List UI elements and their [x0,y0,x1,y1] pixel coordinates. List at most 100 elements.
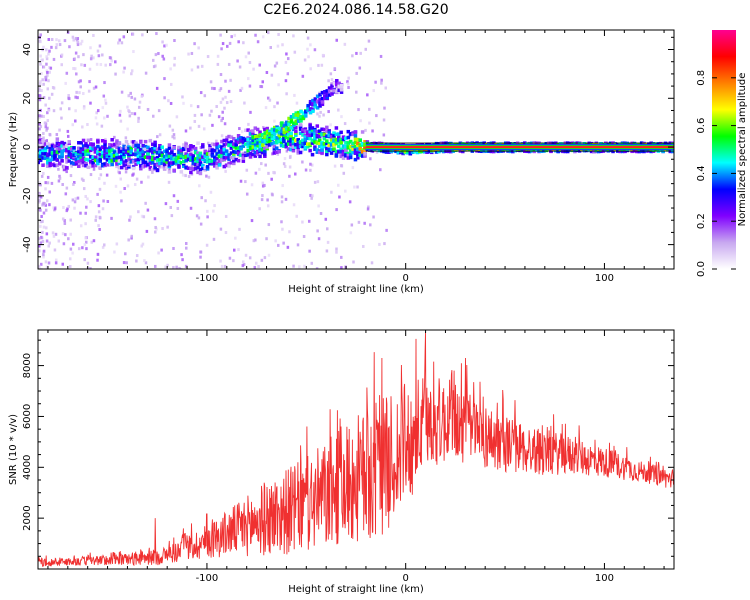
spectrogram-cell [100,145,105,150]
spectrogram-cell [172,145,176,150]
spectrogram-cell [208,159,212,164]
spectrogram-cell [334,153,339,158]
spectrogram-cell [110,138,114,142]
spectrogram-noise-cell [46,175,50,179]
spectrogram-noise-cell [38,134,42,138]
spectrogram-branch-cell [249,141,253,145]
spectrogram-branch-cell [258,144,263,149]
spectrogram-cell [134,162,138,166]
spectrogram-noise-cell [39,125,43,129]
spectrogram-cell [315,150,320,154]
spectrogram-noise-cell [141,33,144,37]
spectrogram-cell [229,135,234,139]
spectrogram-noise-cell [70,164,73,168]
spectrogram-cell [303,135,308,139]
spectrogram-cell [344,145,348,149]
spectrogram-noise-cell [50,181,54,185]
spectrogram-cell [108,152,112,156]
spectrogram-cell [184,158,188,163]
spectrogram-noise-cell [263,256,267,260]
spectrogram-cell [301,144,305,149]
spectrogram-noise-cell [44,78,48,82]
spectrogram-cell [351,147,355,152]
spectrogram-cell [363,143,367,147]
spectrogram-noise-cell [69,174,73,178]
spectrogram-noise-cell [66,207,69,211]
spectrogram-cell [234,143,238,147]
spectrogram-cell [184,152,188,156]
spectrogram-cell [291,143,296,147]
spectrogram-cell [317,141,322,146]
spectrogram-noise-cell [368,107,371,111]
spectrogram-cell [468,142,472,146]
spectrogram-noise-cell [64,233,67,237]
spectrogram-cell [260,147,265,152]
spectrogram-noise-cell [238,127,241,131]
spectrogram-cell [549,148,553,153]
spectrogram-cell [232,161,236,166]
spectrogram-noise-cell [86,261,90,265]
spectrogram-noise-cell [123,187,126,191]
spectrogram-branch-cell [306,106,310,111]
spectrogram-branch-cell [251,138,256,143]
spectrogram-noise-cell [198,184,201,188]
spectrogram-noise-cell [58,43,62,47]
spectrogram-cell [43,152,48,156]
spectrogram-cell [79,156,83,161]
spectrogram-cell [131,152,136,156]
spectrogram-cell [275,150,279,154]
spectrogram-noise-cell [67,107,71,111]
spectrogram-branch-cell [253,139,258,144]
spectrogram-noise-cell [63,221,67,225]
spectrogram-noise-cell [89,200,92,204]
spectrogram-cell [227,143,231,147]
spectrogram-cell [55,137,60,141]
spectrogram-cell [227,164,231,168]
spectrogram-noise-cell [317,204,320,208]
spectrogram-noise-cell [97,210,101,214]
spectrogram-cell [334,140,339,145]
spectrogram-cell [50,157,55,161]
spectrogram-cell [196,141,200,145]
spectrogram-cell [77,146,81,151]
spectrogram-cell [513,148,517,153]
spectrogram-noise-cell [114,72,117,76]
spectrogram-cell [77,141,81,145]
spectrogram-noise-cell [228,256,232,260]
spectrogram-cell [212,142,217,147]
spectrogram-noise-cell [318,114,321,118]
spectrogram-cell [577,142,582,146]
spectrogram-cell [81,158,86,162]
spectrogram-noise-cell [197,216,201,220]
spectrogram-noise-cell [65,170,68,174]
spectrogram-branch-cell [275,136,279,140]
spectrogram-cell [544,148,549,153]
spectrogram-branch-cell [287,127,291,131]
spectrogram-cell [93,163,98,168]
snr-ylabel: SNR (10 * v/v) [8,414,19,485]
spectrogram-cell [38,158,43,162]
spectrogram-cell [227,153,231,157]
spectrogram-noise-cell [181,173,185,177]
spectrogram-noise-cell [350,223,354,227]
spectrogram-noise-cell [108,56,112,60]
spectrogram-cell [112,142,117,147]
spectrogram-cell [50,147,55,151]
spectrogram-noise-cell [151,170,154,174]
spectrogram-cell [298,127,303,131]
spectrogram-cell [301,133,305,137]
spectrogram-cell [224,154,229,158]
spectrogram-noise-cell [272,170,275,174]
spectrogram-noise-cell [48,241,51,245]
spectrogram-cell [103,162,107,166]
spectrogram-cell [110,152,114,157]
spectrogram-cell [279,141,284,146]
spectrogram-noise-cell [274,239,277,243]
spectrogram-noise-cell [43,202,47,206]
spectrogram-cell [122,163,126,168]
spectrogram-cell [172,161,176,165]
spectrogram-cell [363,149,367,154]
spectrogram-cell [198,151,203,156]
spectrogram-cell [84,146,88,150]
spectrogram-branch-cell [313,105,318,109]
